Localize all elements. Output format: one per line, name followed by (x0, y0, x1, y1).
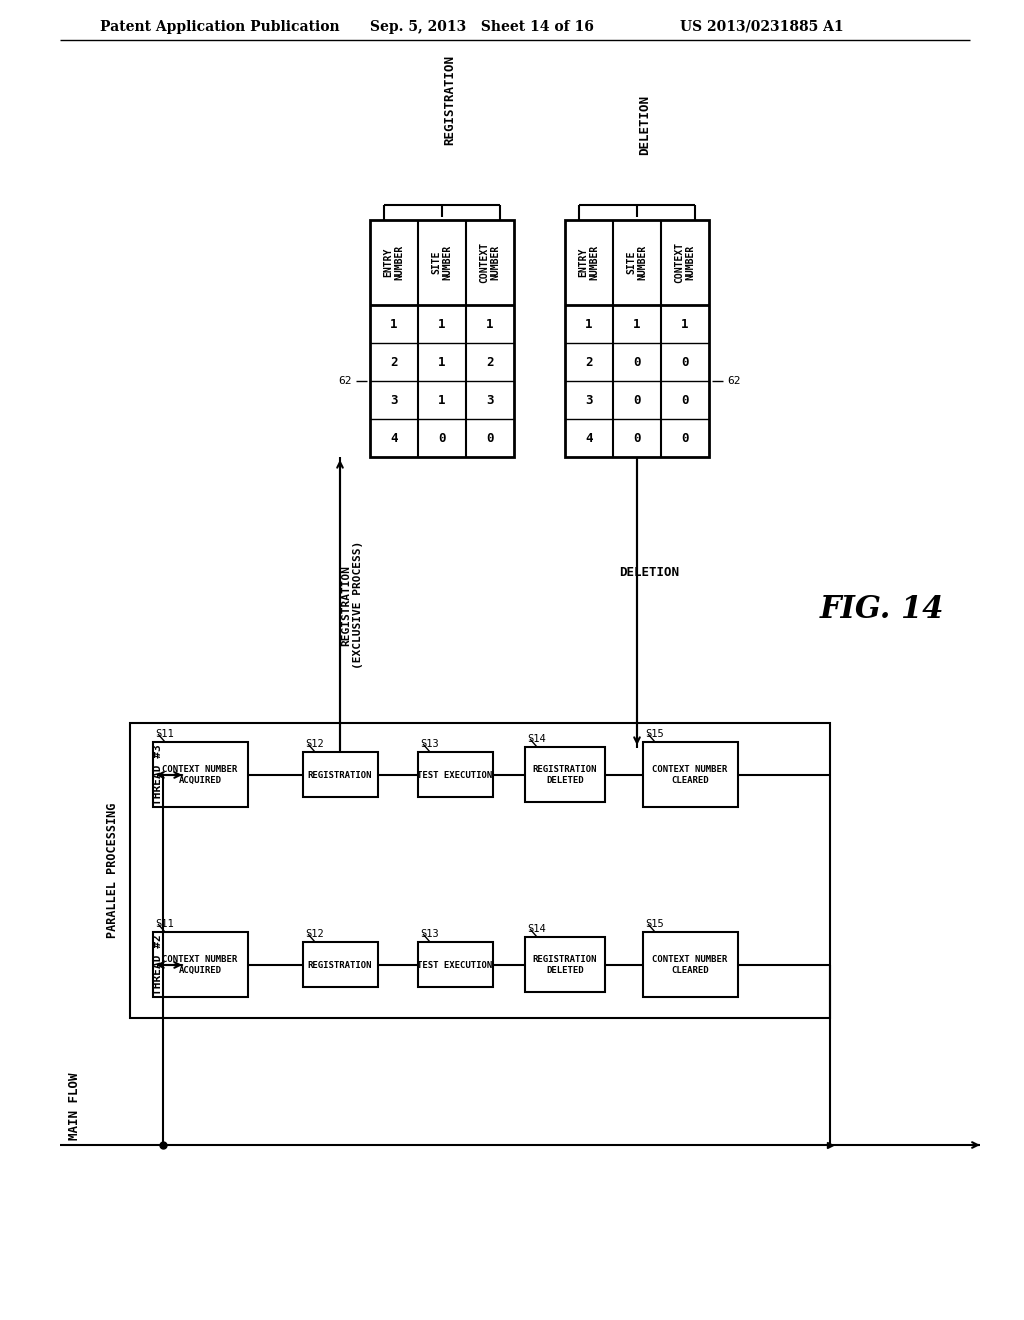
Text: 2: 2 (486, 355, 494, 368)
Text: 0: 0 (633, 355, 641, 368)
Bar (370, 220, 514, 457)
Text: S11: S11 (155, 919, 174, 929)
Bar (303, 942, 378, 987)
Text: REGISTRATION
DELETED: REGISTRATION DELETED (532, 766, 597, 784)
Text: 3: 3 (586, 393, 593, 407)
Text: TEST EXECUTION: TEST EXECUTION (418, 771, 493, 780)
Text: 3: 3 (486, 393, 494, 407)
Bar (303, 752, 378, 797)
Text: 0: 0 (486, 432, 494, 445)
Text: S12: S12 (305, 739, 324, 748)
Bar (643, 742, 738, 807)
Text: 1: 1 (438, 355, 445, 368)
Bar (643, 932, 738, 997)
Text: CONTEXT NUMBER
CLEARED: CONTEXT NUMBER CLEARED (652, 766, 728, 784)
Bar (525, 937, 605, 993)
Text: REGISTRATION: REGISTRATION (308, 961, 373, 969)
Text: S14: S14 (527, 734, 546, 744)
Text: 0: 0 (633, 393, 641, 407)
Text: 62: 62 (727, 376, 740, 385)
Text: 1: 1 (390, 318, 397, 330)
Bar (525, 747, 605, 803)
Text: 1: 1 (586, 318, 593, 330)
Text: REGISTRATION: REGISTRATION (443, 55, 457, 145)
Text: 0: 0 (681, 432, 689, 445)
Text: CONTEXT
NUMBER: CONTEXT NUMBER (674, 242, 695, 282)
Bar (153, 742, 248, 807)
Text: Sep. 5, 2013   Sheet 14 of 16: Sep. 5, 2013 Sheet 14 of 16 (370, 20, 594, 34)
Bar (418, 942, 493, 987)
Text: 1: 1 (438, 393, 445, 407)
Text: PARALLEL PROCESSING: PARALLEL PROCESSING (106, 803, 120, 937)
Text: FIG. 14: FIG. 14 (820, 594, 944, 626)
Text: MAIN FLOW: MAIN FLOW (68, 1072, 81, 1140)
Text: THREAD #3: THREAD #3 (153, 744, 163, 805)
Text: 62: 62 (339, 376, 352, 385)
Text: S13: S13 (420, 929, 438, 939)
Text: CONTEXT
NUMBER: CONTEXT NUMBER (479, 242, 501, 282)
Text: 4: 4 (586, 432, 593, 445)
Bar (153, 932, 248, 997)
Bar (565, 220, 709, 457)
Text: SITE
NUMBER: SITE NUMBER (627, 246, 648, 280)
Text: S13: S13 (420, 739, 438, 748)
Text: US 2013/0231885 A1: US 2013/0231885 A1 (680, 20, 844, 34)
Text: 1: 1 (486, 318, 494, 330)
Text: ENTRY
NUMBER: ENTRY NUMBER (383, 246, 404, 280)
Text: S15: S15 (645, 729, 664, 739)
Text: S11: S11 (155, 729, 174, 739)
Text: 1: 1 (633, 318, 641, 330)
Text: ENTRY
NUMBER: ENTRY NUMBER (579, 246, 600, 280)
Text: 0: 0 (681, 355, 689, 368)
Text: 0: 0 (633, 432, 641, 445)
Text: 2: 2 (390, 355, 397, 368)
Text: 4: 4 (390, 432, 397, 445)
Text: S12: S12 (305, 929, 324, 939)
Text: S14: S14 (527, 924, 546, 935)
Text: DELETION: DELETION (639, 95, 651, 154)
Text: S15: S15 (645, 919, 664, 929)
Text: 1: 1 (681, 318, 689, 330)
Text: CONTEXT NUMBER
ACQUIRED: CONTEXT NUMBER ACQUIRED (163, 956, 238, 974)
Text: 2: 2 (586, 355, 593, 368)
Text: TEST EXECUTION: TEST EXECUTION (418, 961, 493, 969)
Text: CONTEXT NUMBER
ACQUIRED: CONTEXT NUMBER ACQUIRED (163, 766, 238, 784)
Text: 3: 3 (390, 393, 397, 407)
Text: REGISTRATION
DELETED: REGISTRATION DELETED (532, 956, 597, 974)
Text: 0: 0 (438, 432, 445, 445)
Text: 1: 1 (438, 318, 445, 330)
Text: Patent Application Publication: Patent Application Publication (100, 20, 340, 34)
Bar (418, 752, 493, 797)
Text: REGISTRATION: REGISTRATION (308, 771, 373, 780)
Text: SITE
NUMBER: SITE NUMBER (431, 246, 453, 280)
Text: REGISTRATION
(EXCLUSIVE PROCESS): REGISTRATION (EXCLUSIVE PROCESS) (341, 541, 362, 669)
Bar (130, 722, 830, 1018)
Text: DELETION: DELETION (618, 566, 679, 579)
Text: 0: 0 (681, 393, 689, 407)
Text: CONTEXT NUMBER
CLEARED: CONTEXT NUMBER CLEARED (652, 956, 728, 974)
Text: THREAD #2: THREAD #2 (153, 935, 163, 995)
